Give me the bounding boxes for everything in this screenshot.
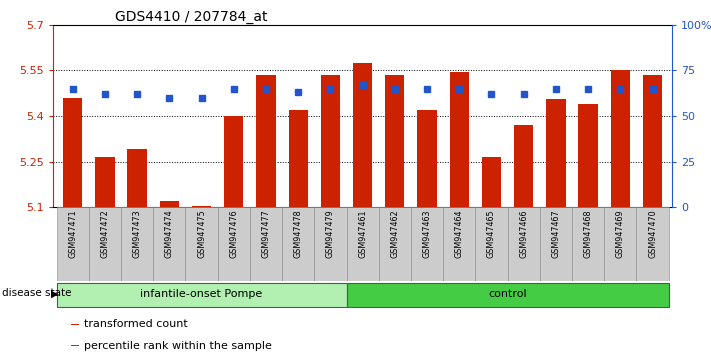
Bar (121, 207, 153, 281)
Text: GSM947468: GSM947468 (584, 209, 593, 258)
Text: GSM947479: GSM947479 (326, 209, 335, 258)
Bar (250, 207, 282, 281)
Text: GSM947474: GSM947474 (165, 209, 173, 258)
Bar (321, 75, 340, 207)
Text: GSM947463: GSM947463 (422, 209, 432, 258)
Bar (643, 75, 662, 207)
Text: disease state: disease state (2, 289, 72, 298)
Bar (353, 63, 373, 207)
Bar (314, 207, 346, 281)
Text: GSM947478: GSM947478 (294, 209, 303, 258)
Text: GSM947465: GSM947465 (487, 209, 496, 258)
Bar (604, 207, 636, 281)
Bar (89, 207, 121, 281)
Bar (57, 283, 346, 307)
Bar (160, 201, 179, 207)
Bar (282, 207, 314, 281)
Text: control: control (488, 289, 527, 299)
Bar (411, 207, 443, 281)
Text: infantile-onset Pompe: infantile-onset Pompe (140, 289, 262, 299)
Bar (579, 104, 598, 207)
Bar (482, 157, 501, 207)
Bar (546, 99, 565, 207)
Text: GSM947470: GSM947470 (648, 209, 657, 258)
Bar (224, 116, 243, 207)
Text: GSM947477: GSM947477 (262, 209, 270, 258)
Text: ▶: ▶ (50, 289, 58, 298)
Bar (289, 110, 308, 207)
Bar (385, 75, 405, 207)
Text: GSM947476: GSM947476 (229, 209, 238, 258)
Text: GSM947475: GSM947475 (197, 209, 206, 258)
Bar (218, 207, 250, 281)
Bar (476, 207, 508, 281)
Bar (449, 72, 469, 207)
Bar (71, 324, 79, 325)
Bar (127, 149, 146, 207)
Bar (572, 207, 604, 281)
Bar (379, 207, 411, 281)
Text: GSM947471: GSM947471 (68, 209, 77, 258)
Text: transformed count: transformed count (85, 319, 188, 329)
Text: GSM947464: GSM947464 (455, 209, 464, 258)
Text: GSM947466: GSM947466 (519, 209, 528, 258)
Bar (540, 207, 572, 281)
Bar (256, 75, 276, 207)
Text: GDS4410 / 207784_at: GDS4410 / 207784_at (115, 10, 267, 24)
Bar (57, 207, 89, 281)
Bar (346, 283, 668, 307)
Text: GSM947461: GSM947461 (358, 209, 367, 258)
Bar (95, 157, 114, 207)
Bar (186, 207, 218, 281)
Text: GSM947462: GSM947462 (390, 209, 400, 258)
Bar (611, 70, 630, 207)
Bar (346, 207, 379, 281)
Bar (153, 207, 186, 281)
Text: GSM947469: GSM947469 (616, 209, 625, 258)
Bar (443, 207, 476, 281)
Text: GSM947467: GSM947467 (552, 209, 560, 258)
Text: percentile rank within the sample: percentile rank within the sample (85, 341, 272, 351)
Text: GSM947472: GSM947472 (100, 209, 109, 258)
Bar (514, 125, 533, 207)
Bar (63, 98, 82, 207)
Bar (192, 206, 211, 207)
Text: GSM947473: GSM947473 (132, 209, 141, 258)
Bar (508, 207, 540, 281)
Bar (71, 345, 79, 346)
Bar (417, 110, 437, 207)
Bar (636, 207, 668, 281)
